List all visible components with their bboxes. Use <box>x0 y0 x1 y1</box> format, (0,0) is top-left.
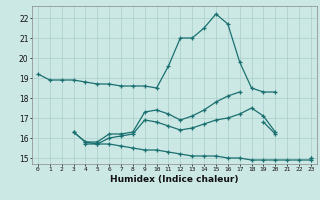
X-axis label: Humidex (Indice chaleur): Humidex (Indice chaleur) <box>110 175 239 184</box>
